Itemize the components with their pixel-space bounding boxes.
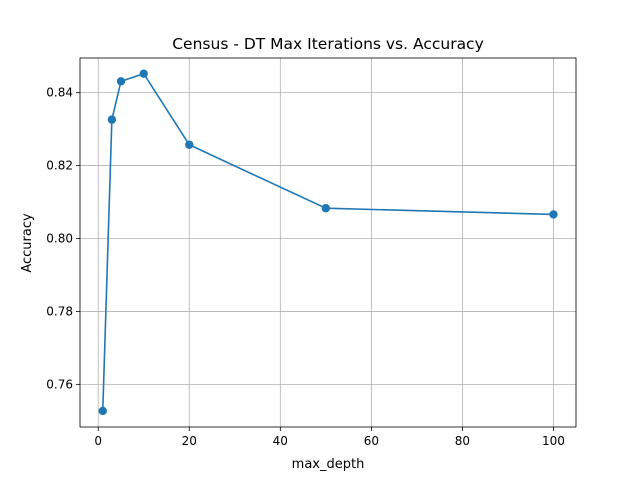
y-tick-label: 0.76 bbox=[46, 377, 73, 391]
data-point bbox=[321, 204, 331, 213]
data-point bbox=[107, 115, 117, 124]
grid bbox=[80, 58, 576, 427]
y-tick-label: 0.84 bbox=[46, 86, 73, 100]
x-tick-label: 100 bbox=[542, 434, 565, 448]
y-axis-label: Accuracy bbox=[20, 213, 35, 273]
x-axis-label: max_depth bbox=[292, 457, 365, 472]
data-series bbox=[98, 69, 558, 416]
x-tick-label: 0 bbox=[94, 434, 102, 448]
data-point bbox=[116, 77, 126, 86]
data-point bbox=[549, 210, 558, 219]
x-tick-label: 60 bbox=[364, 434, 379, 448]
chart-title: Census - DT Max Iterations vs. Accuracy bbox=[172, 35, 484, 53]
plot-frame bbox=[79, 57, 577, 428]
axes: 0 20 40 60 80 100 0.76 0.78 0.80 0.82 0.84 bbox=[46, 57, 577, 448]
data-point bbox=[98, 406, 107, 416]
x-tick-label: 40 bbox=[273, 434, 288, 448]
data-point bbox=[139, 69, 148, 78]
y-tick-label: 0.78 bbox=[46, 304, 73, 318]
data-point bbox=[185, 140, 194, 149]
x-tick-label: 20 bbox=[182, 434, 197, 448]
y-tick-label: 0.82 bbox=[46, 159, 73, 173]
x-tick-label: 80 bbox=[455, 434, 470, 448]
y-tick-label: 0.80 bbox=[46, 231, 73, 245]
